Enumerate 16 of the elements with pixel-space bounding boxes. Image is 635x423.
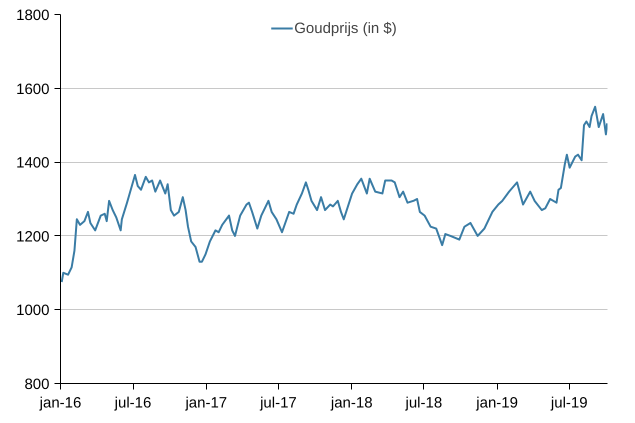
- x-tick-label: jan-18: [330, 394, 373, 412]
- x-tick-label: jul-16: [114, 394, 152, 412]
- y-tick-label: 1200: [16, 228, 50, 246]
- line-series: [60, 106, 608, 284]
- y-tick-label: 1600: [16, 80, 50, 98]
- x-tick-label: jan-17: [184, 394, 228, 412]
- y-tick-label: 1400: [16, 154, 50, 172]
- x-tick-label: jan-16: [38, 394, 82, 412]
- y-tick-label: 1800: [16, 7, 50, 24]
- x-tick-label: jul-17: [259, 394, 297, 412]
- x-tick-label: jan-19: [475, 394, 518, 412]
- y-tick-label: 1000: [16, 302, 50, 320]
- x-tick-label: jul-18: [404, 394, 442, 412]
- y-tick-label: 800: [24, 376, 50, 393]
- legend-label: Goudprijs (in $): [294, 20, 397, 36]
- x-tick-label: jul-19: [550, 394, 588, 412]
